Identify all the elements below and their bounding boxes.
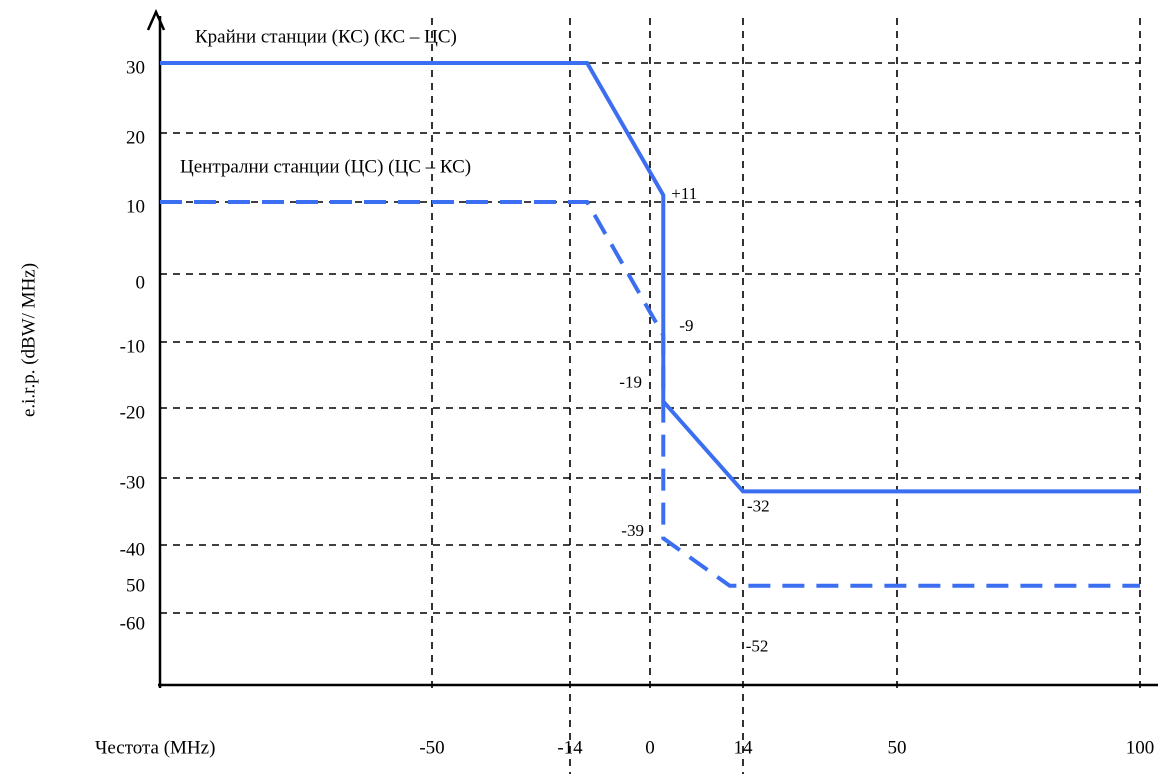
y-tick-label: -10 (120, 336, 145, 357)
series-line (160, 200, 1140, 588)
data-label: -39 (621, 521, 644, 540)
x-axis-label: Честота (MHz) (95, 737, 215, 758)
data-label: -32 (747, 496, 770, 515)
x-tick-label: 0 (645, 737, 655, 758)
y-axis-label: e.i.r.p. (dBW/ MHz) (18, 263, 39, 417)
data-label: -9 (679, 316, 693, 335)
y-tick-label: -60 (120, 613, 145, 634)
series-line (160, 61, 1140, 494)
x-tick-label: -14 (557, 737, 583, 758)
series-label: Централни станции (ЦС) (ЦС – КС) (180, 156, 471, 177)
y-tick-label: 20 (126, 127, 145, 148)
y-tick-label: 10 (126, 196, 145, 217)
y-axis-arrow (146, 8, 166, 31)
data-label: +11 (671, 184, 697, 203)
x-tick-label: 14 (734, 737, 754, 758)
y-tick-label: -20 (120, 402, 145, 423)
y-tick-label: 0 (136, 272, 146, 293)
data-label: -52 (746, 637, 769, 656)
data-label: -19 (619, 372, 642, 391)
y-tick-label: -30 (120, 472, 145, 493)
y-extra-label: 50 (126, 575, 145, 596)
x-tick-label: 100 (1126, 737, 1155, 758)
y-tick-label: 30 (126, 57, 145, 78)
x-tick-label: -50 (419, 737, 444, 758)
series-label: Крайни станции (КС) (КС – ЦС) (195, 26, 457, 47)
x-tick-label: 50 (888, 737, 907, 758)
y-tick-label: -40 (120, 539, 145, 560)
